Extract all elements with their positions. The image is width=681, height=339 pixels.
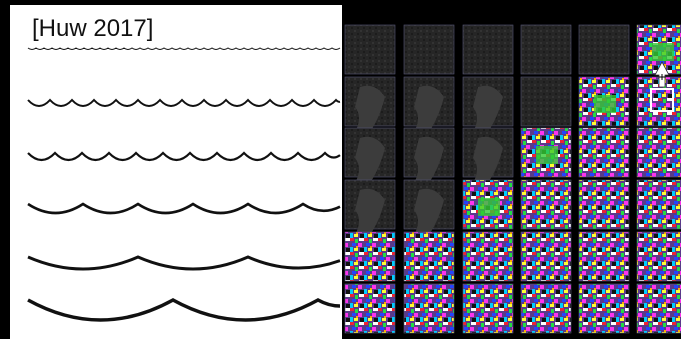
tile <box>579 180 629 229</box>
tile <box>637 180 681 229</box>
tile <box>521 77 571 126</box>
green-blob <box>478 198 500 216</box>
tile <box>345 232 395 281</box>
tile <box>521 180 571 229</box>
left-panel <box>10 5 342 339</box>
tile <box>404 25 454 74</box>
tile <box>463 25 513 74</box>
green-blob <box>652 43 674 61</box>
citation: [Huw 2017] <box>32 15 153 42</box>
tile <box>637 232 681 281</box>
tile <box>579 25 629 74</box>
tile <box>637 284 681 333</box>
tile-grid <box>345 25 681 333</box>
slide: [Huw 2017] <box>0 0 681 339</box>
green-blob <box>536 146 558 164</box>
tile <box>579 232 629 281</box>
tile <box>463 284 513 333</box>
tile <box>463 232 513 281</box>
tile <box>345 284 395 333</box>
tile <box>521 232 571 281</box>
tile <box>637 128 681 177</box>
page: [Huw 2017] (() => { const data = JSON.pa… <box>0 0 681 339</box>
tile <box>579 128 629 177</box>
tile <box>404 232 454 281</box>
tile <box>345 25 395 74</box>
tile <box>404 284 454 333</box>
green-blob <box>594 95 616 113</box>
tile <box>579 284 629 333</box>
tile <box>521 284 571 333</box>
tile <box>521 25 571 74</box>
